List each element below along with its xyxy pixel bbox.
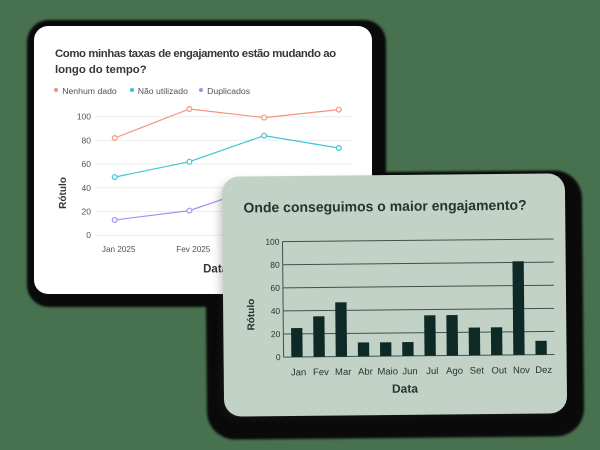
svg-text:40: 40	[270, 305, 280, 315]
svg-text:Abr: Abr	[358, 366, 373, 377]
svg-text:Dez: Dez	[535, 364, 552, 375]
svg-text:0: 0	[86, 230, 91, 240]
svg-text:Rótulo: Rótulo	[58, 177, 69, 209]
svg-text:0: 0	[275, 352, 280, 362]
svg-text:40: 40	[82, 183, 92, 193]
svg-text:100: 100	[265, 236, 280, 246]
svg-text:20: 20	[82, 207, 92, 217]
svg-text:Ago: Ago	[446, 365, 463, 376]
svg-text:20: 20	[270, 329, 280, 339]
svg-text:60: 60	[270, 282, 280, 292]
svg-text:Nov: Nov	[512, 365, 529, 376]
svg-text:Maio: Maio	[377, 366, 398, 377]
svg-text:60: 60	[82, 159, 92, 169]
svg-text:Jul: Jul	[426, 365, 438, 376]
svg-text:Fev 2025: Fev 2025	[176, 245, 211, 254]
svg-text:80: 80	[82, 135, 92, 145]
svg-text:100: 100	[77, 112, 91, 122]
svg-text:Jan: Jan	[290, 367, 305, 378]
svg-text:Jun: Jun	[402, 366, 417, 377]
svg-text:80: 80	[270, 259, 280, 269]
svg-text:Fev: Fev	[312, 367, 328, 378]
svg-text:Mar: Mar	[334, 366, 350, 377]
svg-text:Set: Set	[469, 365, 484, 376]
svg-text:Data: Data	[391, 381, 417, 395]
svg-text:Out: Out	[491, 365, 507, 376]
svg-text:Jan 2025: Jan 2025	[102, 245, 136, 254]
svg-text:Rótulo: Rótulo	[246, 298, 257, 330]
